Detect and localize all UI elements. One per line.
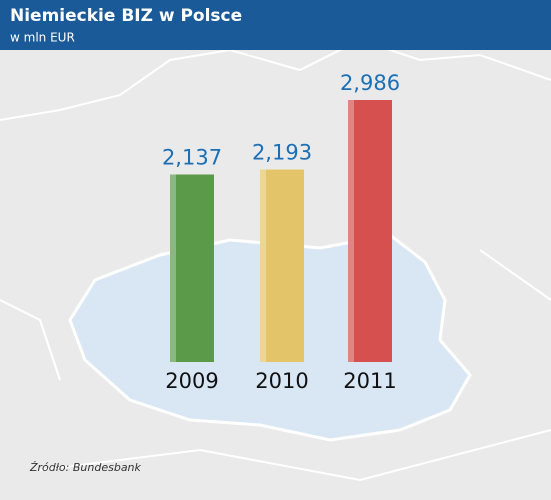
value-label: 2,193 — [252, 141, 312, 165]
bar-highlight — [348, 100, 354, 362]
source: Źródło: Bundesbank — [29, 461, 142, 474]
x-tick-label: 2010 — [255, 369, 308, 393]
chart-subtitle: w mln EUR — [10, 31, 75, 45]
value-label: 2,137 — [162, 145, 222, 169]
bar-highlight — [170, 174, 176, 362]
value-label: 2,986 — [340, 71, 400, 95]
bar — [348, 100, 392, 362]
bar-highlight — [260, 169, 266, 362]
bar — [260, 169, 304, 362]
header — [0, 0, 551, 50]
x-tick-label: 2011 — [343, 369, 396, 393]
x-tick-label: 2009 — [165, 369, 218, 393]
bar — [170, 174, 214, 362]
chart-title: Niemieckie BIZ w Polsce — [10, 6, 242, 26]
map-borders — [0, 38, 551, 482]
